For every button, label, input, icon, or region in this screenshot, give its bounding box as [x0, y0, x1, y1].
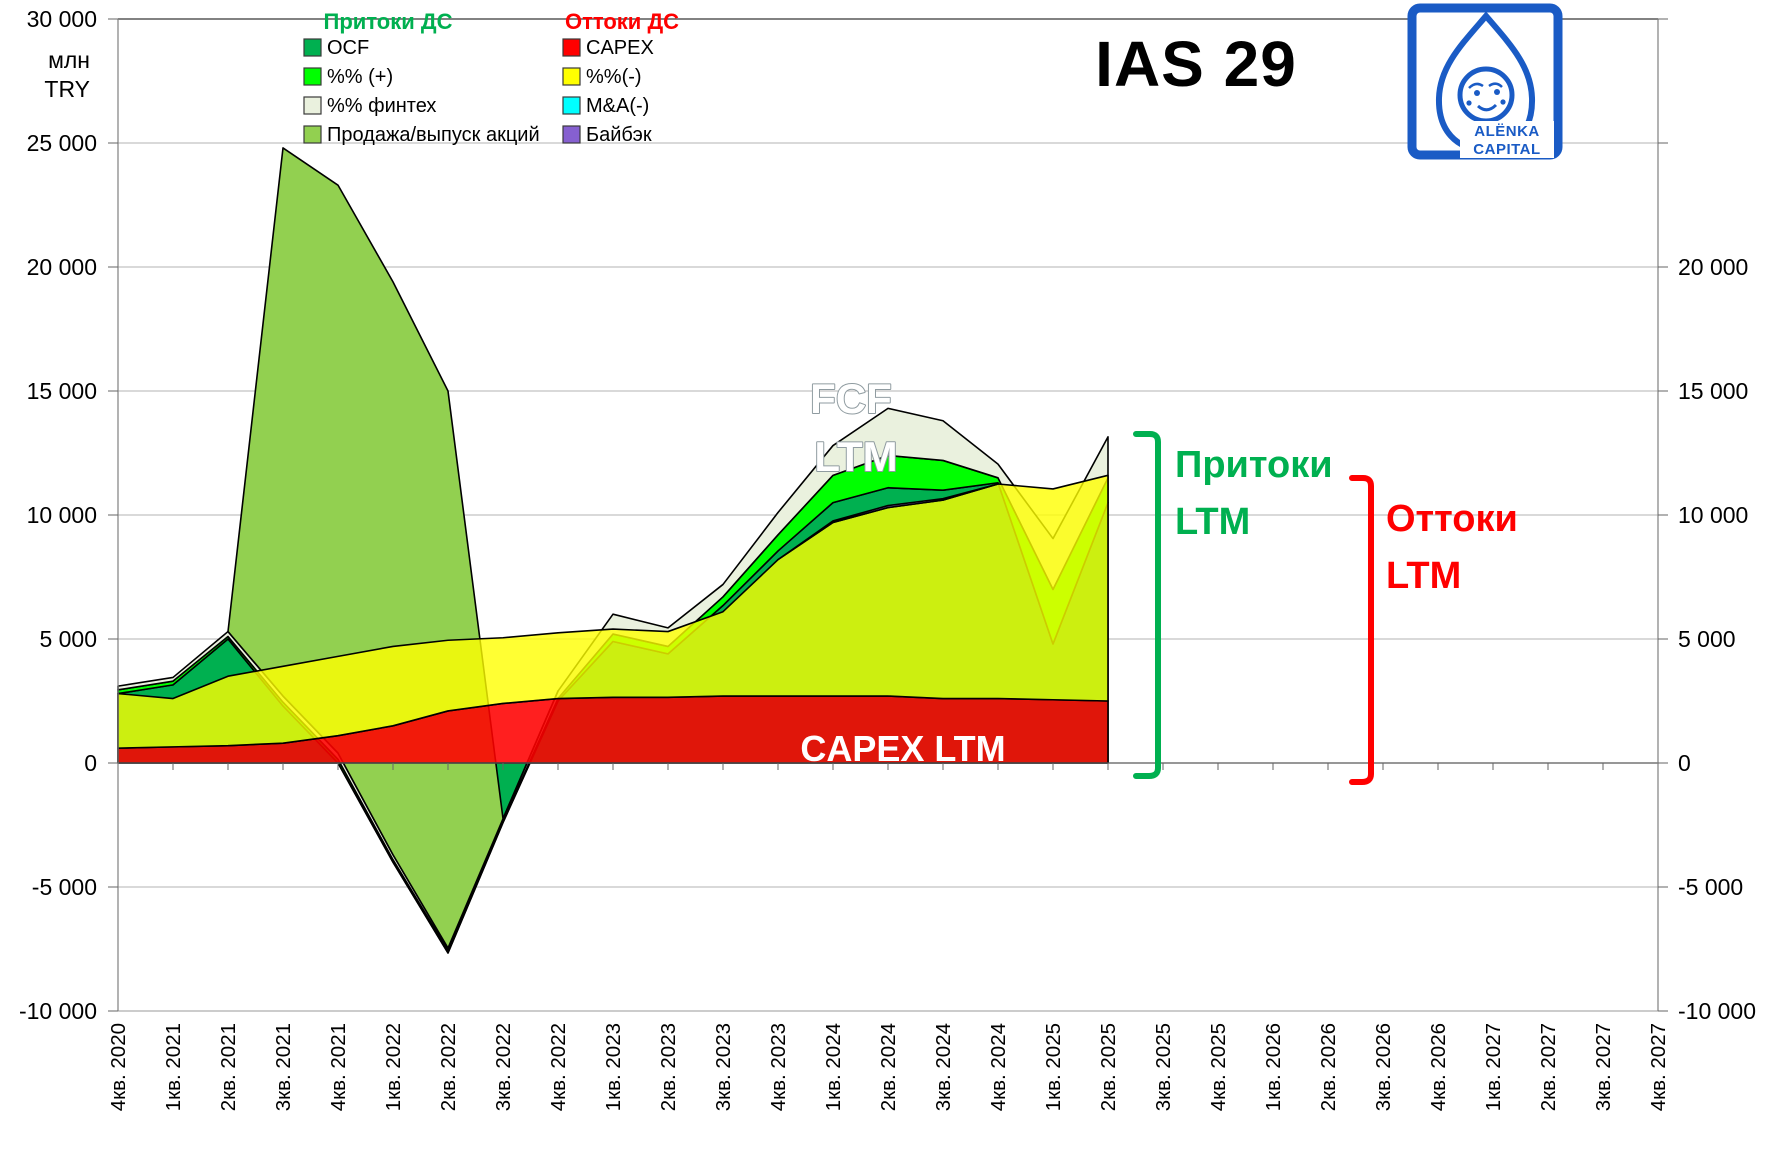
x-axis-category-label: 4кв. 2021 — [327, 1023, 350, 1111]
legend-item-pct-plus: %% (+) — [327, 66, 393, 88]
y-axis-left-label: 15 000 — [27, 378, 97, 404]
x-axis-category-label: 3кв. 2021 — [272, 1023, 295, 1111]
inflows-ltm-bracket — [1133, 431, 1161, 779]
swatch-ocf — [303, 38, 322, 57]
x-axis-category-label: 2кв. 2021 — [217, 1023, 240, 1111]
inflows-ltm-label-line1: Притоки — [1175, 444, 1333, 486]
x-axis-category-label: 2кв. 2025 — [1097, 1023, 1120, 1111]
logo-text-line1: ALЁNKA — [1474, 123, 1540, 140]
matryoshka-smile-icon — [1477, 103, 1498, 112]
y-axis-left-label: 30 000 — [27, 6, 97, 32]
y-axis-right-label: -10 000 — [1678, 998, 1756, 1024]
chart-title: IAS 29 — [1095, 28, 1297, 100]
legend-item-capex: CAPEX — [586, 37, 654, 59]
outflows-ltm-label-line1: Оттоки — [1386, 498, 1518, 540]
x-axis-category-label: 3кв. 2023 — [712, 1023, 735, 1111]
alenka-capital-logo: ALЁNKA CAPITAL — [1407, 3, 1563, 160]
fcf-ltm-label-line1: FCF — [810, 375, 892, 422]
swatch-capex — [562, 38, 581, 57]
logo-text-line2: CAPITAL — [1473, 141, 1540, 158]
x-axis-category-label: 4кв. 2025 — [1207, 1023, 1230, 1111]
x-axis-category-label: 2кв. 2026 — [1317, 1023, 1340, 1111]
matryoshka-cheek-left-icon — [1466, 100, 1472, 106]
legend-outflows-header: Оттоки ДС — [565, 9, 679, 34]
x-axis-category-label: 2кв. 2024 — [877, 1023, 900, 1111]
swatch-mna — [562, 96, 581, 115]
outflows-ltm-bracket — [1349, 475, 1374, 785]
legend-item-share-sale: Продажа/выпуск акций — [327, 124, 540, 146]
y-axis-right-label: 20 000 — [1678, 254, 1748, 280]
swatch-buyback — [562, 125, 581, 144]
legend-item-pct-fintech: %% финтех — [327, 95, 436, 117]
x-axis-category-label: 4кв. 2023 — [767, 1023, 790, 1111]
x-axis-category-label: 1кв. 2026 — [1262, 1023, 1285, 1111]
x-axis-category-label: 1кв. 2022 — [382, 1023, 405, 1111]
legend-inflows-header: Притоки ДС — [324, 9, 453, 34]
x-axis-category-label: 2кв. 2027 — [1537, 1023, 1560, 1111]
y-axis-unit-line1: млн — [48, 47, 90, 73]
x-axis-category-label: 2кв. 2022 — [437, 1023, 460, 1111]
matryoshka-cheek-right-icon — [1500, 99, 1506, 105]
y-axis-left-label: 10 000 — [27, 502, 97, 528]
legend-item-ocf: OCF — [327, 37, 369, 59]
x-axis-category-label: 3кв. 2025 — [1152, 1023, 1175, 1111]
x-axis-category-label: 4кв. 2022 — [547, 1023, 570, 1111]
x-axis-category-label: 4кв. 2026 — [1427, 1023, 1450, 1111]
x-axis-category-label: 1кв. 2027 — [1482, 1023, 1505, 1111]
y-axis-left-label: 5 000 — [39, 626, 97, 652]
capex-ltm-label: CAPEX LTM — [800, 728, 1005, 769]
y-axis-left-label: 25 000 — [27, 130, 97, 156]
y-axis-right-label: 15 000 — [1678, 378, 1748, 404]
x-axis-category-label: 1кв. 2023 — [602, 1023, 625, 1111]
x-axis-category-label: 4кв. 2020 — [107, 1023, 130, 1111]
matryoshka-eye-left-icon — [1474, 90, 1480, 96]
y-axis-left-label: 20 000 — [27, 254, 97, 280]
matryoshka-eye-right-icon — [1494, 89, 1500, 95]
matryoshka-brows-icon — [1468, 82, 1503, 89]
legend-item-pct-minus: %%(-) — [586, 66, 642, 88]
x-axis-category-label: 3кв. 2024 — [932, 1023, 955, 1111]
y-axis-right-label: 10 000 — [1678, 502, 1748, 528]
matryoshka-face-icon — [1457, 66, 1515, 124]
outflows-ltm-label-line2: LTM — [1386, 555, 1461, 597]
inflows-ltm-label-line2: LTM — [1175, 501, 1250, 543]
y-axis-left-label: 0 — [84, 750, 97, 776]
y-axis-right-label: 5 000 — [1678, 626, 1736, 652]
swatch-pct-minus — [562, 67, 581, 86]
legend-item-buyback: Байбэк — [586, 124, 652, 146]
swatch-pct-plus — [303, 67, 322, 86]
x-axis-category-label: 1кв. 2025 — [1042, 1023, 1065, 1111]
y-axis-left-label: -5 000 — [32, 874, 97, 900]
swatch-share-sale — [303, 125, 322, 144]
fcf-ltm-label-line2: LTM — [814, 433, 897, 480]
x-axis-category-label: 3кв. 2026 — [1372, 1023, 1395, 1111]
x-axis-category-label: 2кв. 2023 — [657, 1023, 680, 1111]
legend: Притоки ДС Оттоки ДС OCF %% (+) %% финте… — [303, 9, 679, 146]
logo-text-plaque — [1460, 121, 1554, 158]
y-axis-right-label: 0 — [1678, 750, 1691, 776]
x-axis-category-label: 3кв. 2022 — [492, 1023, 515, 1111]
plot-area: 30 000 25 000 20 000 15 000 10 000 5 000 0 -5 0… — [19, 6, 1756, 1111]
y-axis-left-label: -10 000 — [19, 998, 97, 1024]
swatch-pct-fintech — [303, 96, 322, 115]
y-axis-right-label: -5 000 — [1678, 874, 1743, 900]
legend-item-mna: M&A(-) — [586, 95, 649, 117]
x-axis-category-label: 4кв. 2024 — [987, 1023, 1010, 1111]
x-axis-category-label: 1кв. 2024 — [822, 1023, 845, 1111]
x-axis-category-label: 1кв. 2021 — [162, 1023, 185, 1111]
x-axis-category-label: 3кв. 2027 — [1592, 1023, 1615, 1111]
y-axis-unit-line2: TRY — [44, 76, 90, 102]
x-axis-category-label: 4кв. 2027 — [1647, 1023, 1670, 1111]
